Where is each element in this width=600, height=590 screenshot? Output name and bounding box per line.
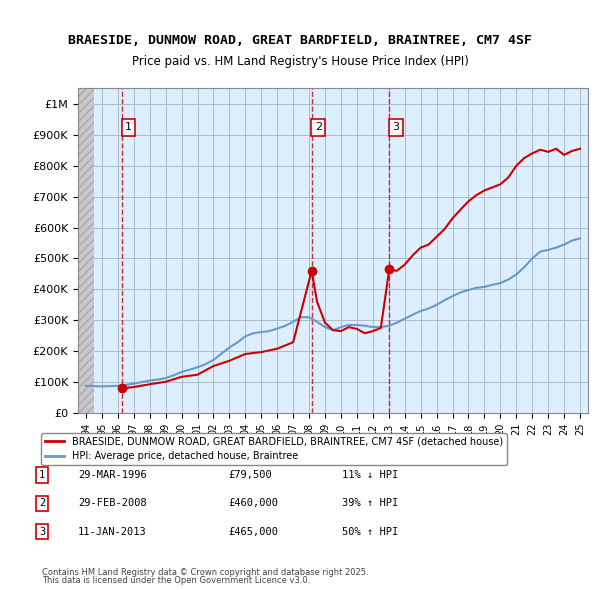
Text: Contains HM Land Registry data © Crown copyright and database right 2025.: Contains HM Land Registry data © Crown c…: [42, 568, 368, 577]
Bar: [78, 88, 94, 413]
Text: 2: 2: [315, 123, 322, 132]
Text: £465,000: £465,000: [228, 527, 278, 536]
Text: 2: 2: [39, 499, 45, 508]
Text: £79,500: £79,500: [228, 470, 272, 480]
Text: 50% ↑ HPI: 50% ↑ HPI: [342, 527, 398, 536]
Text: £460,000: £460,000: [228, 499, 278, 508]
Text: 11-JAN-2013: 11-JAN-2013: [78, 527, 147, 536]
Text: 11% ↓ HPI: 11% ↓ HPI: [342, 470, 398, 480]
Text: 1: 1: [125, 123, 132, 132]
Text: 29-FEB-2008: 29-FEB-2008: [78, 499, 147, 508]
Text: 3: 3: [392, 123, 400, 132]
Text: 1: 1: [39, 470, 45, 480]
Legend: BRAESIDE, DUNMOW ROAD, GREAT BARDFIELD, BRAINTREE, CM7 4SF (detached house), HPI: BRAESIDE, DUNMOW ROAD, GREAT BARDFIELD, …: [41, 432, 507, 466]
Text: 39% ↑ HPI: 39% ↑ HPI: [342, 499, 398, 508]
Text: BRAESIDE, DUNMOW ROAD, GREAT BARDFIELD, BRAINTREE, CM7 4SF: BRAESIDE, DUNMOW ROAD, GREAT BARDFIELD, …: [68, 34, 532, 47]
Text: 3: 3: [39, 527, 45, 536]
Text: This data is licensed under the Open Government Licence v3.0.: This data is licensed under the Open Gov…: [42, 576, 310, 585]
Text: 29-MAR-1996: 29-MAR-1996: [78, 470, 147, 480]
Text: Price paid vs. HM Land Registry's House Price Index (HPI): Price paid vs. HM Land Registry's House …: [131, 55, 469, 68]
